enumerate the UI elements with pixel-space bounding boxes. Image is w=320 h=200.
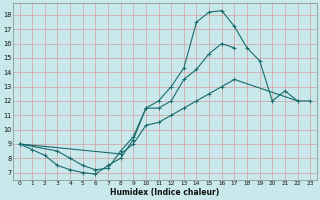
X-axis label: Humidex (Indice chaleur): Humidex (Indice chaleur) xyxy=(110,188,220,197)
